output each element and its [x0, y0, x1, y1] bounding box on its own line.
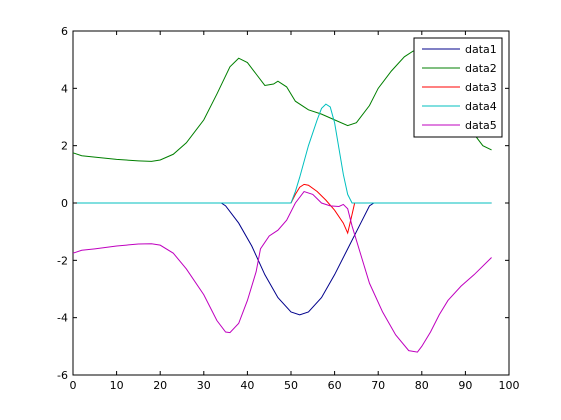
y-tick-label: 6 — [61, 25, 68, 38]
y-tick-label: -4 — [57, 312, 68, 325]
x-tick-label: 10 — [110, 379, 124, 392]
x-tick-label: 90 — [458, 379, 472, 392]
x-tick-label: 60 — [328, 379, 342, 392]
x-tick-label: 50 — [284, 379, 298, 392]
y-tick-label: -2 — [57, 254, 68, 267]
series-line-data1 — [73, 202, 492, 316]
x-tick-label: 80 — [415, 379, 429, 392]
series-line-data3 — [73, 183, 492, 235]
series-line-data4 — [73, 103, 492, 204]
y-tick-label: -6 — [57, 369, 68, 382]
legend-label-data1: data1 — [465, 43, 497, 56]
y-tick-label: 4 — [61, 82, 68, 95]
x-tick-label: 40 — [240, 379, 254, 392]
y-tick-label: 0 — [61, 197, 68, 210]
x-tick-label: 100 — [499, 379, 520, 392]
legend-label-data5: data5 — [465, 119, 497, 132]
legend: data1 data2 data3 data4 data5 — [413, 37, 503, 138]
legend-label-data2: data2 — [465, 62, 497, 75]
x-tick-label: 30 — [197, 379, 211, 392]
y-tick-label: 2 — [61, 140, 68, 153]
legend-label-data4: data4 — [465, 100, 497, 113]
series-line-data5 — [72, 190, 492, 353]
x-tick-label: 70 — [371, 379, 385, 392]
x-tick-label: 20 — [153, 379, 167, 392]
ticks-layer: 0 10 20 30 40 50 60 70 80 90 100 -6 -4 -2 0 2 4 6 — [57, 25, 519, 392]
legend-label-data3: data3 — [465, 81, 497, 94]
x-tick-label: 0 — [70, 379, 77, 392]
